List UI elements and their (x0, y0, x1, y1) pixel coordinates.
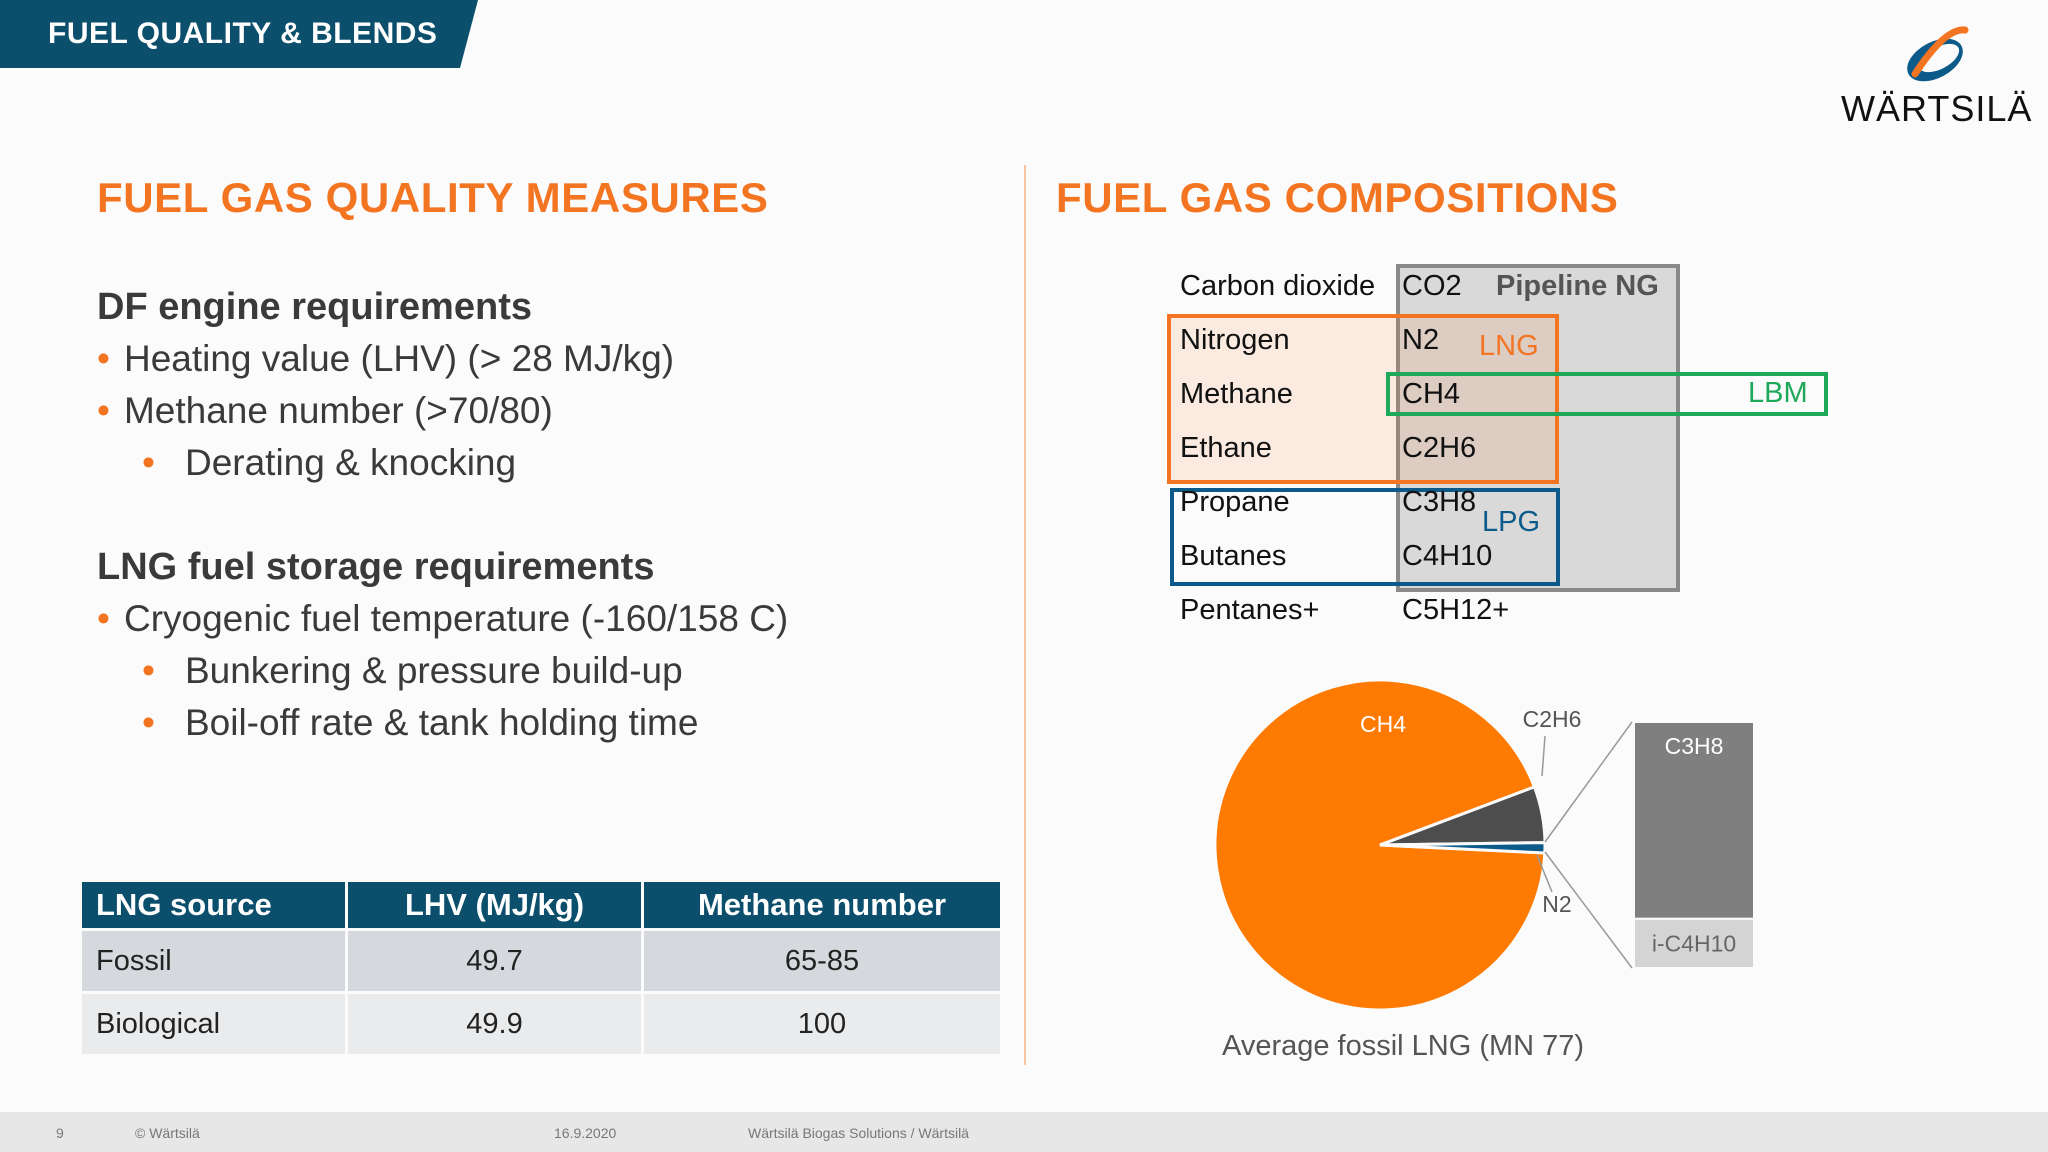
table-row: Fossil 49.7 65-85 (82, 928, 1000, 991)
quality-measures-title: FUEL GAS QUALITY MEASURES (97, 174, 769, 221)
column-divider (1024, 165, 1026, 1065)
compound-name: Ethane (1180, 432, 1272, 464)
breakout-connector-bottom (1544, 851, 1633, 969)
sub-bullet-bunkering: • Bunkering & pressure build-up (142, 650, 683, 691)
lbm-box (1386, 372, 1828, 416)
footer: 9 © Wärtsilä 16.9.2020 Wärtsilä Biogas S… (0, 1112, 2048, 1152)
pie-label-ch4: CH4 (1360, 711, 1406, 737)
table-row: Biological 49.9 100 (82, 991, 1000, 1054)
breakout-label-c3h8: C3H8 (1665, 733, 1724, 759)
compound-formula: CO2 (1402, 270, 1462, 302)
compound-name: Carbon dioxide (1180, 270, 1376, 302)
col-header-methane-number: Methane number (644, 882, 1000, 928)
compound-formula: C4H10 (1402, 540, 1493, 572)
page-number: 9 (56, 1125, 64, 1141)
lpg-label: LPG (1482, 506, 1541, 538)
lng-storage-heading: LNG fuel storage requirements (97, 546, 655, 588)
footer-doc-title: Wärtsilä Biogas Solutions / Wärtsilä (748, 1125, 969, 1141)
compound-name: Propane (1180, 486, 1290, 518)
leader-line-n2 (1536, 854, 1553, 893)
compound-formula: C2H6 (1402, 432, 1477, 464)
wartsila-logo-icon (1907, 26, 1969, 82)
pie-label-c2h6: C2H6 (1523, 706, 1582, 732)
pipeline-ng-box (1396, 264, 1680, 592)
bullet-heating-value: • Heating value (LHV) (> 28 MJ/kg) (97, 338, 675, 379)
compositions-title: FUEL GAS COMPOSITIONS (1056, 174, 1619, 221)
footer-date: 16.9.2020 (554, 1125, 617, 1141)
lng-label: LNG (1479, 330, 1539, 362)
compound-name: Pentanes+ (1180, 594, 1320, 626)
breakout-bar-i-c4h10 (1633, 917, 1755, 970)
cell-methane-number: 65-85 (644, 928, 1000, 991)
cell-methane-number: 100 (644, 991, 1000, 1054)
breakout-label-i-c4h10: i-C4H10 (1652, 930, 1736, 956)
logo-wordmark: WÄRTSILÄ (1841, 88, 2033, 129)
cell-source: Biological (82, 991, 348, 1054)
cell-lhv: 49.9 (348, 991, 644, 1054)
pie-label-n2: N2 (1542, 891, 1571, 917)
lng-source-table: LNG source LHV (MJ/kg) Methane number Fo… (82, 882, 1000, 1054)
bullet-cryogenic-temperature: • Cryogenic fuel temperature (-160/158 C) (97, 598, 789, 639)
breakout-connector-top (1544, 721, 1633, 843)
compound-name: Nitrogen (1180, 324, 1290, 356)
compound-formula: C5H12+ (1402, 594, 1510, 626)
bullet-methane-number: • Methane number (>70/80) (97, 390, 553, 431)
lbm-label: LBM (1748, 377, 1808, 409)
compound-formula: N2 (1402, 324, 1440, 356)
sub-bullet-boil-off: • Boil-off rate & tank holding time (142, 702, 699, 743)
footer-copyright: © Wärtsilä (135, 1125, 200, 1141)
sub-bullet-derating: • Derating & knocking (142, 442, 517, 483)
lng-composition-pie-chart: CH4 C2H6 N2 C3H8 i-C4H10 (1213, 678, 1755, 1012)
pie-caption: Average fossil LNG (MN 77) (1222, 1030, 1585, 1062)
breakout-bar-c3h8 (1633, 721, 1755, 920)
col-header-lhv: LHV (MJ/kg) (348, 882, 644, 928)
col-header-lng-source: LNG source (82, 882, 348, 928)
cell-source: Fossil (82, 928, 348, 991)
pipeline-ng-label: Pipeline NG (1496, 270, 1659, 302)
cell-lhv: 49.7 (348, 928, 644, 991)
compound-formula: CH4 (1402, 378, 1461, 410)
wartsila-logo: WÄRTSILÄ (1835, 18, 2031, 129)
compound-formula: C3H8 (1402, 486, 1477, 518)
leader-line-c2h6 (1541, 735, 1546, 777)
section-tab-label: FUEL QUALITY & BLENDS (48, 17, 438, 50)
lpg-box (1170, 488, 1560, 586)
compound-name: Methane (1180, 378, 1293, 410)
lng-box (1167, 314, 1559, 484)
section-tab: FUEL QUALITY & BLENDS (0, 0, 478, 68)
compound-name: Butanes (1180, 540, 1287, 572)
df-engine-heading: DF engine requirements (97, 286, 532, 328)
table-header-row: LNG source LHV (MJ/kg) Methane number (82, 882, 1000, 928)
